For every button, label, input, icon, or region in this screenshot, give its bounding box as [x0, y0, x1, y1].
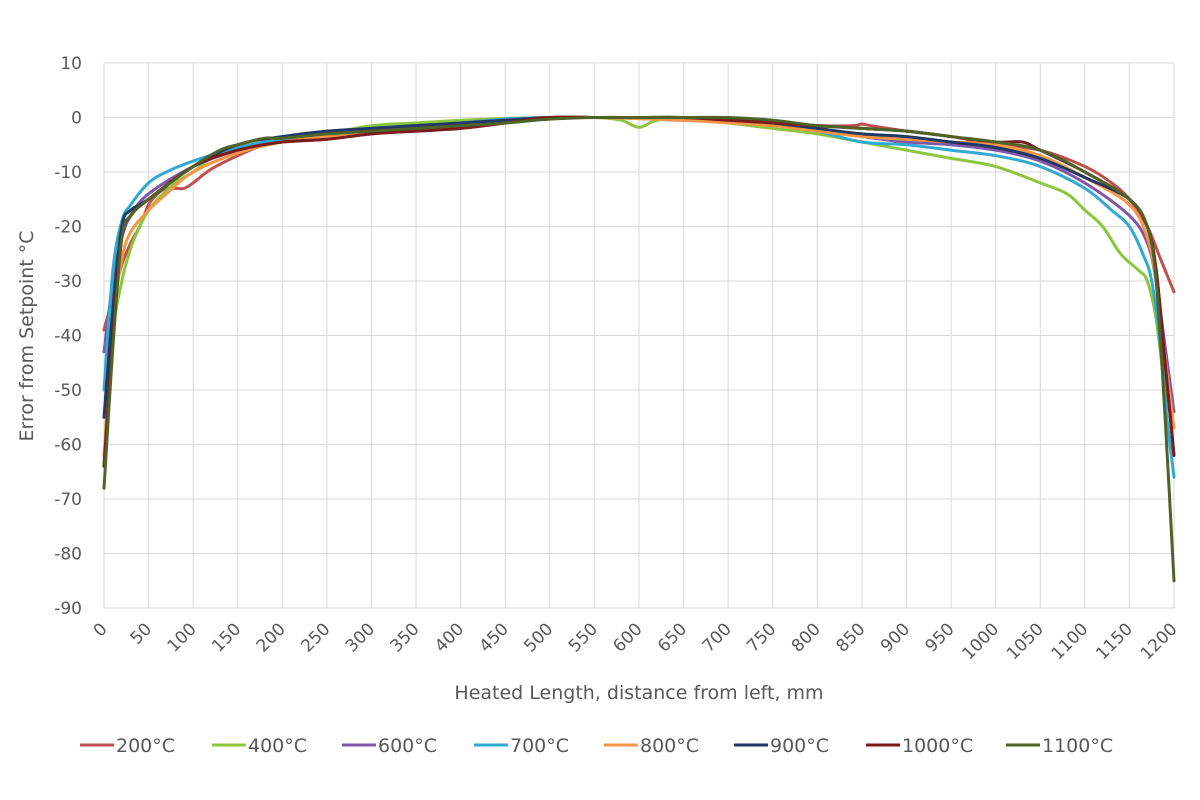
x-tick-label: 700: [699, 619, 736, 656]
y-tick-label: -40: [54, 327, 82, 347]
x-tick-label: 1050: [1003, 619, 1048, 664]
x-tick-label: 400: [431, 619, 468, 656]
x-tick-label: 950: [922, 619, 959, 656]
x-tick-label: 750: [743, 619, 780, 656]
x-tick-label: 600: [609, 619, 646, 656]
y-tick-label: -80: [54, 545, 82, 565]
x-tick-label: 1100: [1048, 619, 1093, 664]
series-line-400c: [102, 115, 1176, 468]
y-tick-label: -90: [54, 599, 82, 619]
x-tick-label: 300: [342, 619, 379, 656]
legend-label: 1000°C: [902, 735, 973, 757]
x-tick-label: 50: [127, 619, 156, 648]
legend-label: 800°C: [640, 735, 699, 757]
x-tick-label: 1150: [1092, 619, 1137, 664]
x-axis-ticks: 0 50 100 150 200 250 300 350 400 450 500 550 600 650 7…: [90, 619, 1182, 664]
y-tick-label: 0: [71, 109, 82, 129]
y-axis-ticks: 10 0 -10 -20 -30 -40 -50 -60 -70 -80 -90: [54, 54, 82, 619]
y-tick-label: -30: [54, 272, 82, 292]
x-tick-label: 250: [297, 619, 334, 656]
x-tick-label: 500: [520, 619, 557, 656]
series-lines: [102, 115, 1176, 583]
x-tick-label: 350: [387, 619, 424, 656]
legend-label: 700°C: [510, 735, 569, 757]
x-tick-label: 650: [654, 619, 691, 656]
x-tick-label: 0: [90, 619, 112, 641]
x-tick-label: 200: [253, 619, 290, 656]
y-tick-label: -20: [54, 218, 82, 238]
legend-label: 400°C: [248, 735, 307, 757]
x-tick-label: 1200: [1137, 619, 1182, 664]
x-tick-label: 450: [476, 619, 513, 656]
gridlines: [103, 62, 1175, 609]
x-tick-label: 900: [877, 619, 914, 656]
legend-label: 900°C: [770, 735, 829, 757]
y-axis-title: Error from Setpoint °C: [16, 230, 38, 441]
x-tick-label: 150: [208, 619, 245, 656]
x-tick-label: 800: [788, 619, 825, 656]
x-tick-label: 100: [164, 619, 201, 656]
x-tick-label: 850: [832, 619, 869, 656]
legend: 200°C 400°C 600°C 700°C 800°C 900°C 1000°C 1100…: [80, 735, 1113, 757]
y-tick-label: 10: [60, 54, 82, 74]
x-tick-label: 1000: [958, 619, 1003, 664]
y-tick-label: -60: [54, 436, 82, 456]
x-tick-label: 550: [565, 619, 602, 656]
x-axis-title: Heated Length, distance from left, mm: [454, 682, 823, 704]
series-line-1100c: [102, 115, 1176, 583]
legend-label: 200°C: [116, 735, 175, 757]
legend-label: 1100°C: [1042, 735, 1113, 757]
y-tick-label: -70: [54, 490, 82, 510]
y-tick-label: -50: [54, 381, 82, 401]
legend-label: 600°C: [378, 735, 437, 757]
y-tick-label: -10: [54, 163, 82, 183]
